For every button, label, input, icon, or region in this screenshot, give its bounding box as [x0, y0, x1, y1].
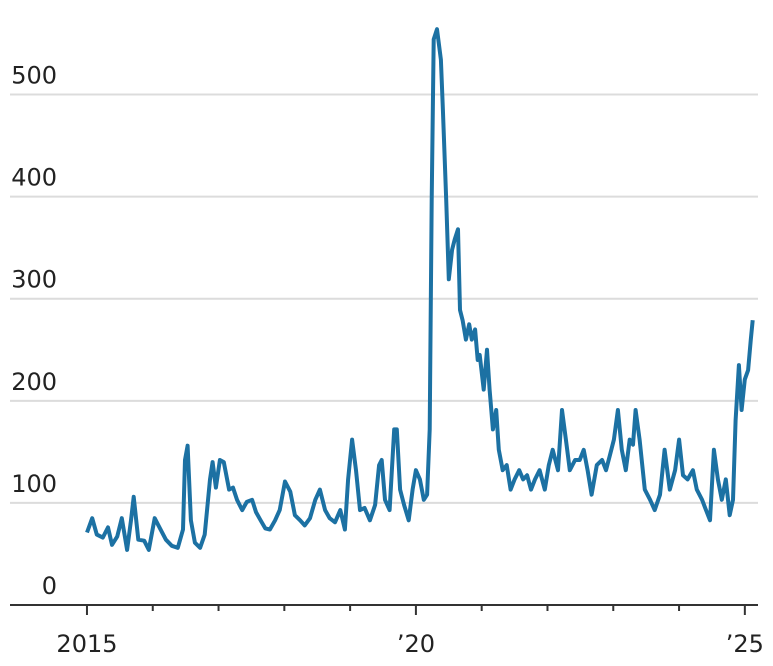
x-tick-label: ’25: [726, 630, 764, 658]
y-tick-label: 400: [11, 164, 57, 192]
x-tick-label: 2015: [56, 630, 117, 658]
y-tick-label: 100: [11, 470, 57, 498]
y-tick-label: 200: [11, 368, 57, 396]
y-tick-label: 300: [11, 266, 57, 294]
y-tick-label: 0: [42, 572, 57, 600]
data-line: [85, 27, 755, 552]
y-tick-label: 500: [11, 62, 57, 90]
x-tick-label: ’20: [397, 630, 435, 658]
